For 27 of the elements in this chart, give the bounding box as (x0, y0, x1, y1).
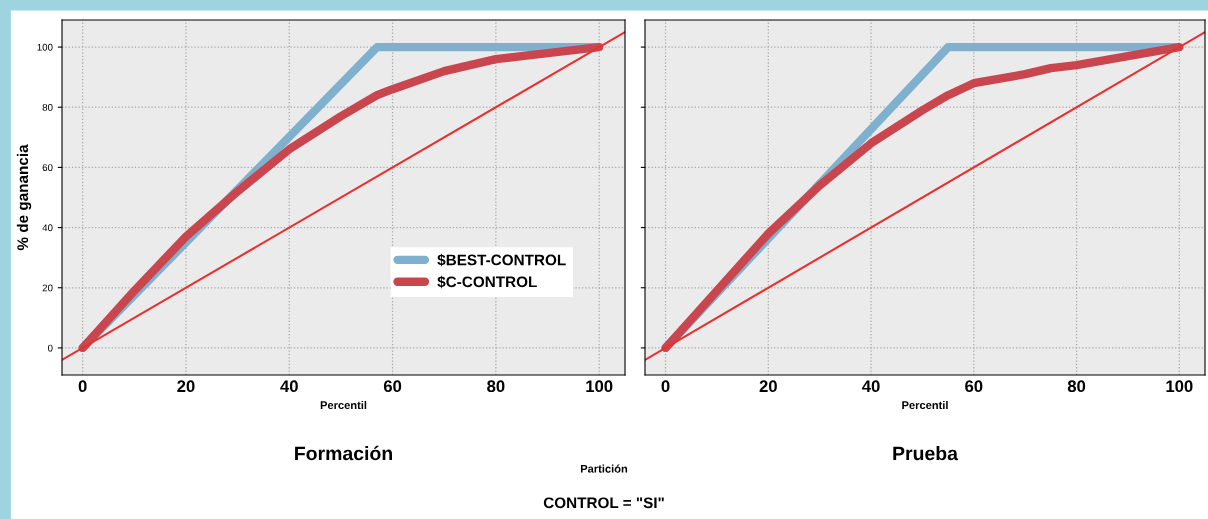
text: Formación (295, 445, 392, 461)
x-tick-label: 20 (759, 380, 777, 393)
x-axis-title: Percentil (902, 400, 948, 410)
text: Partición (580, 464, 628, 473)
y-axis-title: % de ganancia (16, 144, 32, 251)
x-tick-label: 0 (78, 380, 87, 393)
x-tick-label: 20 (177, 380, 195, 393)
legend-label: $BEST-CONTROL (437, 253, 566, 267)
y-tick-label: 100 (37, 43, 53, 51)
y-tick-label: 40 (42, 224, 53, 232)
x-tick-label: 60 (965, 380, 983, 393)
y-tick-label: 20 (42, 284, 53, 292)
y-tick-label: 60 (42, 164, 53, 172)
x-axis-title: Percentil (320, 400, 367, 410)
x-tick-label: 100 (586, 380, 613, 393)
text: Prueba (893, 446, 959, 461)
x-tick-label: 0 (661, 380, 670, 393)
legend-label: $C-CONTROL (437, 275, 537, 289)
x-tick-label: 40 (280, 380, 298, 393)
x-tick-label: 40 (862, 380, 880, 393)
y-tick-label: 0 (47, 344, 53, 352)
text: CONTROL = "SI" (543, 497, 664, 509)
x-tick-label: 80 (487, 380, 505, 393)
y-tick-label: 80 (42, 103, 53, 111)
x-tick-label: 60 (383, 380, 402, 393)
x-tick-label: 100 (1166, 380, 1193, 393)
x-tick-label: 80 (1067, 380, 1086, 393)
